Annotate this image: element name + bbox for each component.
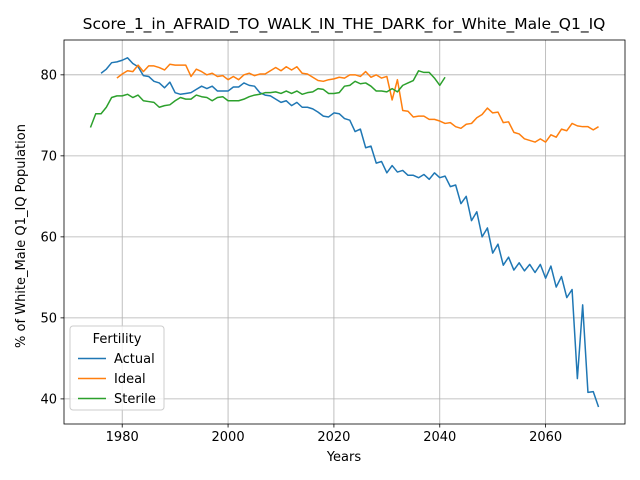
y-tick-label: 60 [40,230,57,245]
y-axis-label: % of White_Male Q1_IQ Population [14,124,29,348]
legend-label-actual: Actual [114,352,155,367]
y-tick-label: 50 [40,311,57,326]
legend-box [69,325,165,411]
series-lines [89,57,600,408]
chart-title: Score_1_in_AFRAID_TO_WALK_IN_THE_DARK_fo… [83,15,606,34]
series-line-sterile [89,70,446,128]
legend-title: Fertility [93,332,142,347]
x-tick-label: 2060 [529,430,562,445]
legend-items: Actual Ideal Sterile [78,352,156,407]
series-line-actual [100,57,600,408]
plot-frame [63,39,626,425]
legend: Fertility Actual Ideal Sterile [69,325,165,411]
legend-label-sterile: Sterile [114,392,156,407]
x-tick-label: 1980 [106,430,139,445]
y-tick-label: 70 [40,149,57,164]
series-line-ideal [116,63,599,143]
legend-label-ideal: Ideal [114,372,146,387]
x-tick-label: 2000 [212,430,245,445]
y-tick-label: 80 [40,68,57,83]
y-tick-label: 40 [40,392,57,407]
x-tick-label: 2020 [317,430,350,445]
x-tick-label: 2040 [423,430,456,445]
x-axis-label: Years [326,450,362,465]
grid [64,40,625,424]
axis-ticks: 1980 2000 2020 2040 2060 40 50 60 70 80 [40,68,562,445]
